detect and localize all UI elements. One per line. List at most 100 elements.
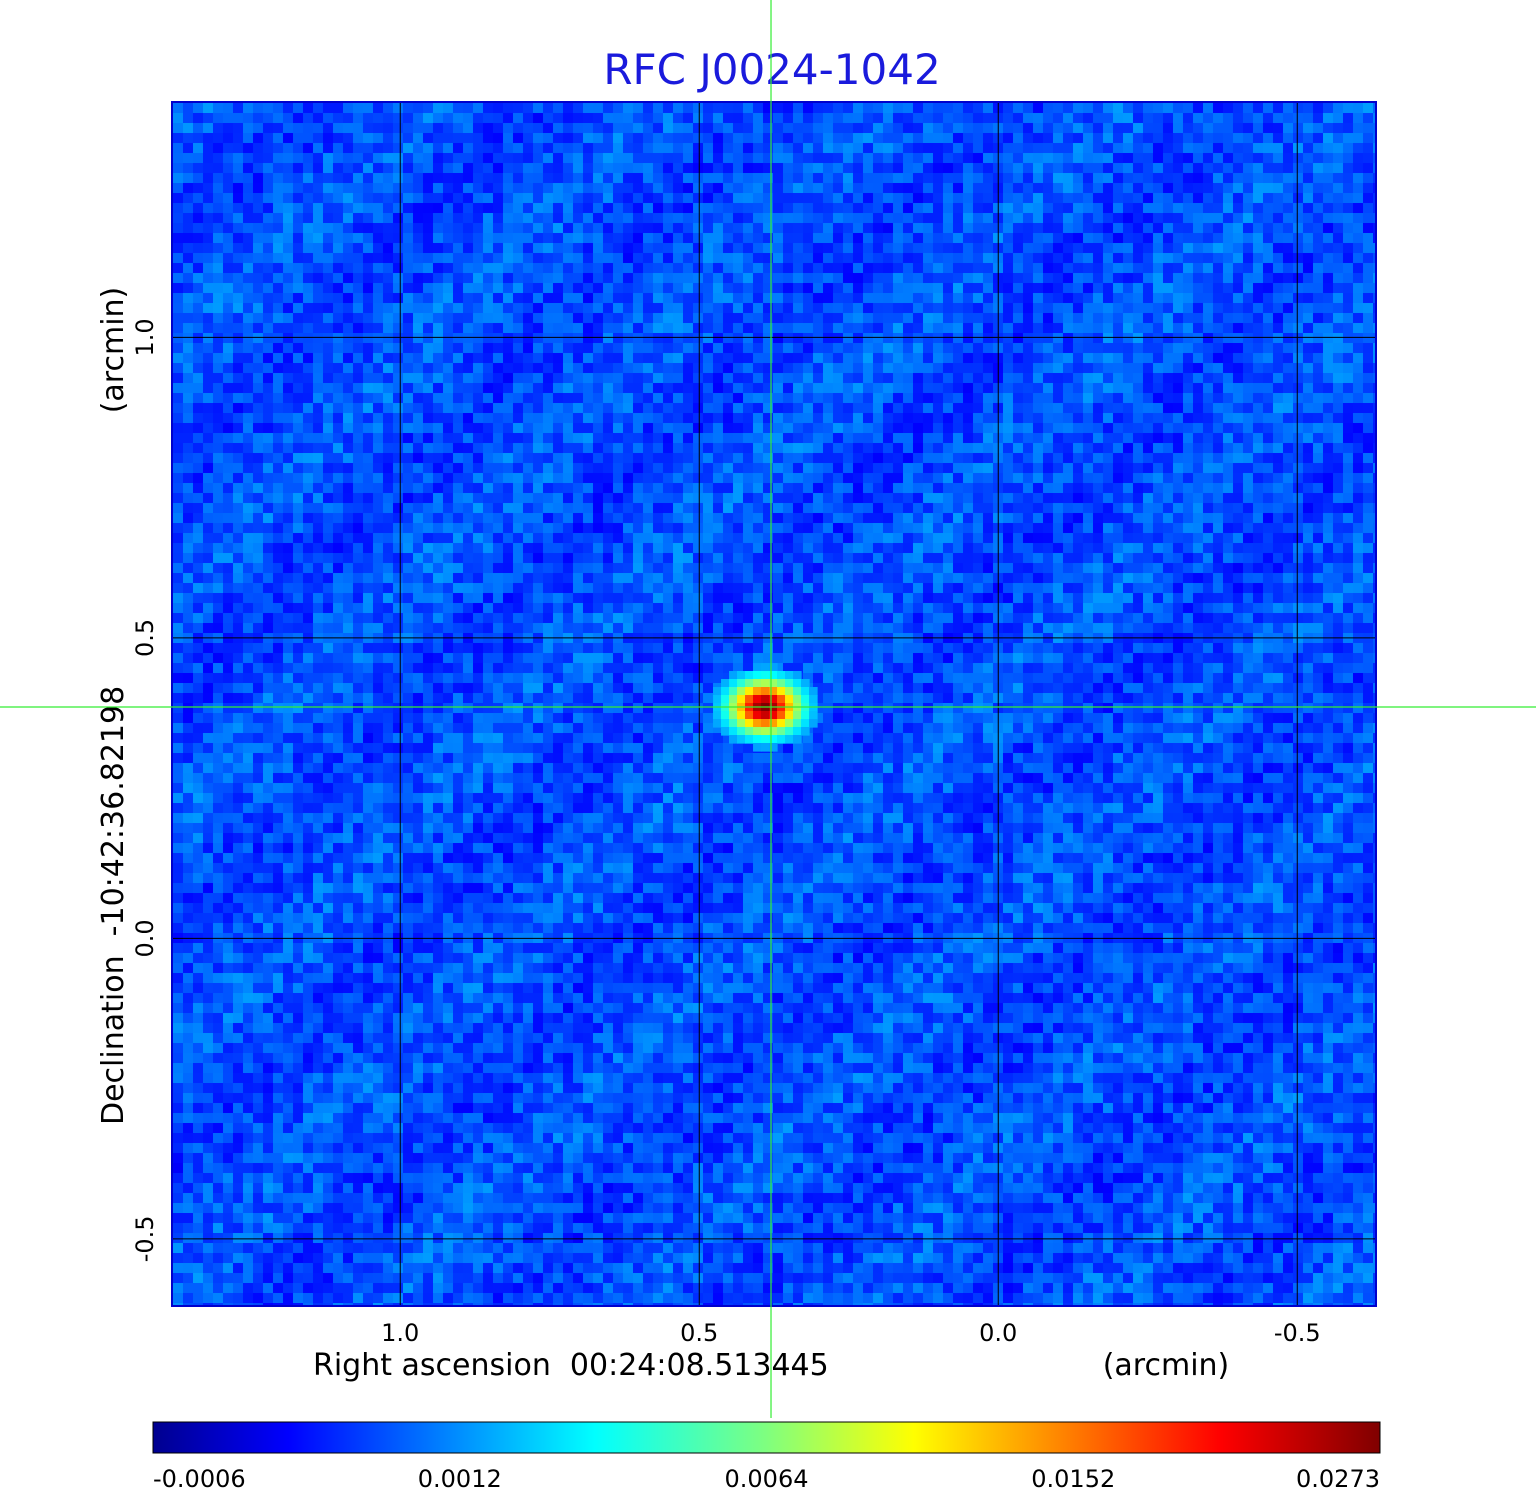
source-pixel <box>745 711 754 720</box>
source-pixel <box>721 727 730 736</box>
source-pixel <box>737 695 746 704</box>
source-pixel <box>753 743 762 752</box>
source-pixel <box>737 727 746 736</box>
source-pixel <box>737 735 746 744</box>
source-pixel <box>769 679 778 688</box>
source-pixel <box>793 671 802 680</box>
source-pixel <box>737 671 746 680</box>
source-pixel <box>753 679 762 688</box>
source-pixel <box>801 687 810 696</box>
source-pixel <box>713 695 722 704</box>
y-tick-label: 1.0 <box>131 318 159 356</box>
source-pixel <box>769 743 778 752</box>
source-pixel <box>729 735 738 744</box>
source-pixel <box>721 711 730 720</box>
source-pixel <box>753 735 762 744</box>
source-pixel <box>777 719 786 728</box>
y-tick-labels: 1.0 0.5 0.0 -0.5 <box>131 318 159 1262</box>
source-pixel <box>809 719 818 728</box>
source-pixel <box>761 695 770 704</box>
source-pixel <box>785 695 794 704</box>
source-pixel <box>785 719 794 728</box>
source-pixel <box>769 735 778 744</box>
plot-area <box>171 101 1377 1307</box>
x-tick-label: -0.5 <box>1274 1319 1321 1347</box>
source-pixel <box>729 719 738 728</box>
source-pixel <box>753 727 762 736</box>
y-tick-label: -0.5 <box>131 1215 159 1262</box>
source-pixel <box>761 679 770 688</box>
source-pixel <box>785 711 794 720</box>
source-pixel <box>769 687 778 696</box>
source-pixel <box>785 671 794 680</box>
y-tick-label: 0.0 <box>131 919 159 957</box>
source-pixel <box>729 711 738 720</box>
source-pixel <box>761 727 770 736</box>
source-pixel <box>753 687 762 696</box>
source-pixel <box>809 695 818 704</box>
source-pixel <box>801 719 810 728</box>
x-axis-unit: (arcmin) <box>1103 1348 1230 1383</box>
x-tick-label: 0.5 <box>680 1319 718 1347</box>
source-pixel <box>809 711 818 720</box>
source-pixel <box>777 671 786 680</box>
colorbar-tick-label: 0.0273 <box>1296 1465 1380 1493</box>
colorbar-gradient <box>152 1421 1381 1454</box>
source-pixel <box>769 727 778 736</box>
source-pixel <box>761 687 770 696</box>
source-pixel <box>721 687 730 696</box>
source-pixel <box>721 719 730 728</box>
source-pixel <box>793 727 802 736</box>
crosshair <box>0 0 1536 1418</box>
source-pixel <box>801 727 810 736</box>
source-pixel <box>745 719 754 728</box>
source-pixel <box>769 719 778 728</box>
y-tick-label: 0.5 <box>131 619 159 657</box>
source-pixel <box>777 735 786 744</box>
source-pixel <box>745 679 754 688</box>
x-tick-labels: 1.0 0.5 0.0 -0.5 <box>381 1319 1321 1347</box>
source-pixel <box>777 727 786 736</box>
source-pixel <box>769 711 778 720</box>
source-pixel <box>729 671 738 680</box>
source-pixel <box>785 727 794 736</box>
source-pixel <box>713 711 722 720</box>
source-pixel <box>761 719 770 728</box>
source-pixel <box>761 671 770 680</box>
source-pixel <box>777 687 786 696</box>
y-axis-label: Declination -10:42:36.82198 <box>96 686 131 1125</box>
colorbar-tick-labels: -0.0006 0.0012 0.0064 0.0152 0.0273 <box>153 1465 1380 1493</box>
source-pixel <box>753 719 762 728</box>
source-pixel <box>777 711 786 720</box>
source-pixel <box>769 671 778 680</box>
source-pixel <box>753 695 762 704</box>
source-pixel <box>761 735 770 744</box>
source-pixel <box>737 719 746 728</box>
source-pixel <box>729 679 738 688</box>
source-pixel <box>713 719 722 728</box>
source-pixel <box>793 711 802 720</box>
colorbar-tick-label: 0.0152 <box>1031 1465 1115 1493</box>
source-pixel <box>753 711 762 720</box>
source-pixel <box>761 743 770 752</box>
source-pixel <box>737 711 746 720</box>
source-pixel <box>801 679 810 688</box>
source-pixel <box>793 687 802 696</box>
source-pixel <box>785 735 794 744</box>
x-tick-label: 1.0 <box>381 1319 419 1347</box>
source-pixel <box>761 711 770 720</box>
source-pixel <box>745 687 754 696</box>
source-pixel <box>753 663 762 672</box>
colorbar-tick-label: -0.0006 <box>153 1465 246 1493</box>
source-pixel <box>713 687 722 696</box>
source-pixel <box>745 671 754 680</box>
source-pixel <box>769 663 778 672</box>
source-pixel <box>769 695 778 704</box>
source-pixel <box>793 695 802 704</box>
source-pixel <box>793 679 802 688</box>
source-pixel <box>777 679 786 688</box>
source-pixel <box>793 719 802 728</box>
colorbar-tick-label: 0.0064 <box>725 1465 809 1493</box>
source-pixel <box>809 687 818 696</box>
